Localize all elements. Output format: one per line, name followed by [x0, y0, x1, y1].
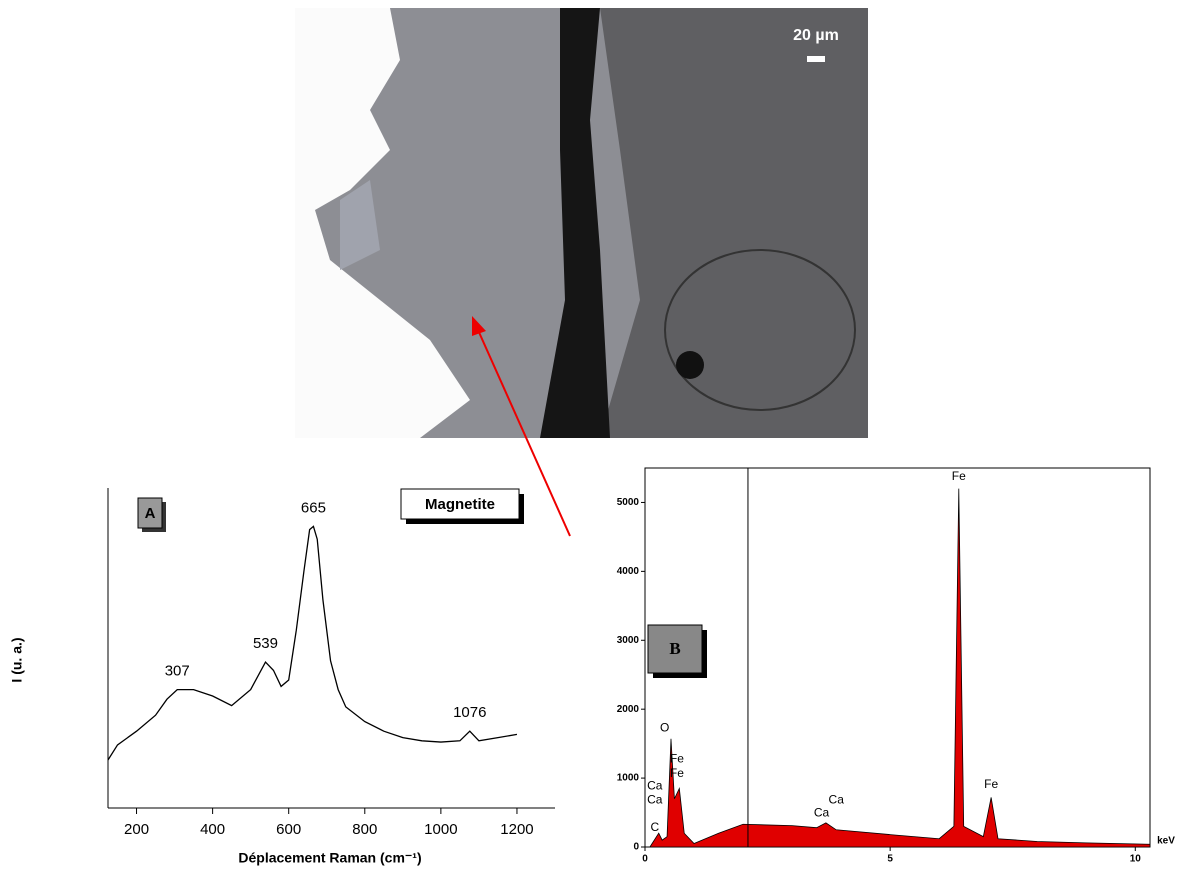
x-tick-label: 0: [642, 854, 648, 865]
y-tick-label: 3000: [617, 635, 640, 646]
legend-label: Magnetite: [425, 496, 495, 513]
legend-box: [400, 488, 520, 520]
x-tick-label: 600: [276, 821, 301, 838]
peak-label: 665: [301, 499, 326, 516]
x-tick-label: 5: [887, 854, 893, 865]
y-axis-title: I (u. a.): [9, 637, 25, 682]
y-tick-label: 0: [633, 842, 639, 853]
scale-label: 20 µm: [793, 27, 839, 44]
panel-label: A: [145, 505, 156, 522]
arrow: [472, 316, 571, 537]
peak-label: Fe: [952, 469, 966, 483]
x-tick-label: 1000: [424, 821, 457, 838]
peak-label: C: [650, 820, 659, 834]
peak-label: Ca: [647, 792, 663, 806]
peak-label: Fe: [670, 766, 684, 780]
peak-label: Ca: [814, 805, 830, 819]
panel-box: [647, 624, 703, 674]
x-tick-label: 400: [200, 821, 225, 838]
y-tick-label: 4000: [617, 566, 640, 577]
panel-box: [137, 497, 163, 529]
x-axis-title: keV: [1157, 836, 1175, 847]
panel-label: B: [669, 639, 680, 658]
plot-frame: [644, 467, 1151, 848]
y-tick-label: 1000: [617, 773, 640, 784]
x-tick-label: 800: [352, 821, 377, 838]
peak-label: 539: [253, 635, 278, 652]
y-tick-label: 2000: [617, 704, 640, 715]
x-tick-label: 1200: [500, 821, 533, 838]
spectrum-line: [107, 525, 518, 761]
micrograph: 20 µm: [295, 8, 868, 438]
peak-label: Fe: [670, 752, 684, 766]
x-tick-label: 10: [1130, 854, 1142, 865]
y-tick-label: 5000: [617, 497, 640, 508]
peak-label: Ca: [647, 779, 663, 793]
peak-label: Fe: [984, 777, 998, 791]
peak-label: O: [660, 721, 669, 735]
x-axis-title: Déplacement Raman (cm⁻¹): [238, 850, 421, 866]
peak-label: 1076: [453, 704, 486, 721]
spectrum-area: [649, 488, 1151, 848]
x-tick-label: 200: [124, 821, 149, 838]
peak-label: 307: [165, 663, 190, 680]
peak-label: Ca: [829, 792, 845, 806]
